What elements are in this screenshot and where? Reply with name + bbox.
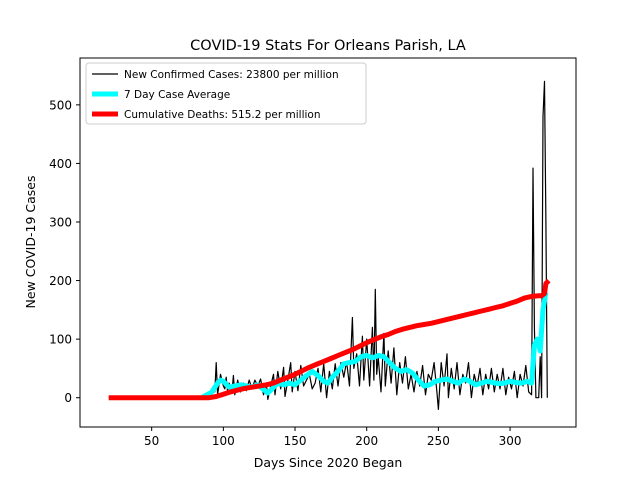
y-tick-label: 0 xyxy=(64,391,72,405)
chart-title: COVID-19 Stats For Orleans Parish, LA xyxy=(190,38,466,54)
axes-frame xyxy=(79,57,577,428)
legend: New Confirmed Cases: 23800 per million 7 … xyxy=(85,62,367,125)
x-tick-label: 300 xyxy=(499,434,522,448)
y-tick-label: 300 xyxy=(49,216,72,230)
y-tick-label: 400 xyxy=(49,157,72,171)
x-tick-label: 50 xyxy=(144,434,159,448)
x-axis-ticks: 50 100 150 200 250 300 xyxy=(144,427,522,448)
x-axis-label: Days Since 2020 Began xyxy=(254,455,403,470)
y-tick-label: 200 xyxy=(49,274,72,288)
y-axis-label: New COVID-19 Cases xyxy=(23,176,38,309)
y-tick-label: 500 xyxy=(49,98,72,112)
x-tick-label: 200 xyxy=(355,434,378,448)
series-cumulative-deaths-line xyxy=(108,278,551,401)
x-tick-label: 100 xyxy=(212,434,235,448)
legend-box xyxy=(85,62,367,125)
plot-area xyxy=(79,57,577,428)
y-axis-ticks: 0 100 200 300 400 500 xyxy=(49,98,80,405)
series-new-cases-line xyxy=(108,80,548,410)
y-tick-label: 100 xyxy=(49,333,72,347)
legend-entry-new-cases-label: New Confirmed Cases: 23800 per million xyxy=(124,69,339,81)
x-tick-label: 150 xyxy=(284,434,307,448)
series-group xyxy=(108,80,551,410)
x-tick-label: 250 xyxy=(427,434,450,448)
legend-entry-7-day-average-label: 7 Day Case Average xyxy=(124,89,230,101)
legend-entry-cumulative-deaths-label: Cumulative Deaths: 515.2 per million xyxy=(124,109,321,121)
